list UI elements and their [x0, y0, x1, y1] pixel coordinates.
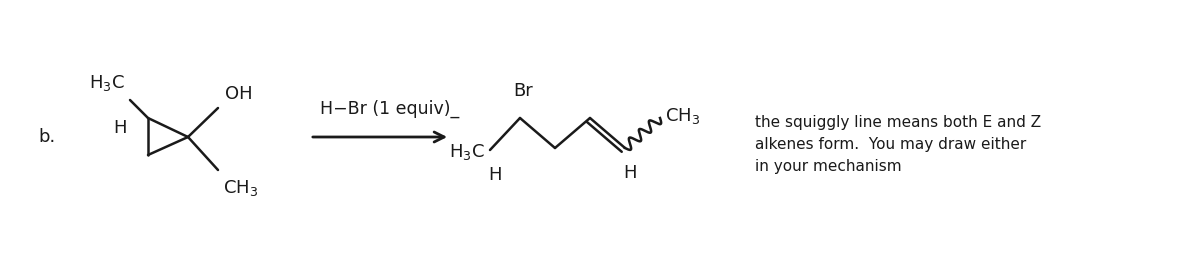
Text: H: H [488, 166, 502, 184]
Text: H: H [114, 119, 127, 137]
Text: CH$_3$: CH$_3$ [665, 106, 701, 126]
Text: H: H [623, 164, 637, 182]
Text: H$_3$C: H$_3$C [449, 142, 485, 162]
Text: alkenes form.  You may draw either: alkenes form. You may draw either [755, 137, 1026, 152]
Text: OH: OH [226, 85, 253, 103]
Text: b.: b. [38, 128, 55, 146]
Text: CH$_3$: CH$_3$ [223, 178, 258, 198]
Text: Br: Br [514, 82, 533, 100]
Text: H$_3$C: H$_3$C [89, 73, 125, 93]
Text: in your mechanism: in your mechanism [755, 159, 901, 174]
Text: the squiggly line means both E and Z: the squiggly line means both E and Z [755, 115, 1042, 130]
Text: H−Br (1 equiv)_: H−Br (1 equiv)_ [320, 100, 460, 118]
